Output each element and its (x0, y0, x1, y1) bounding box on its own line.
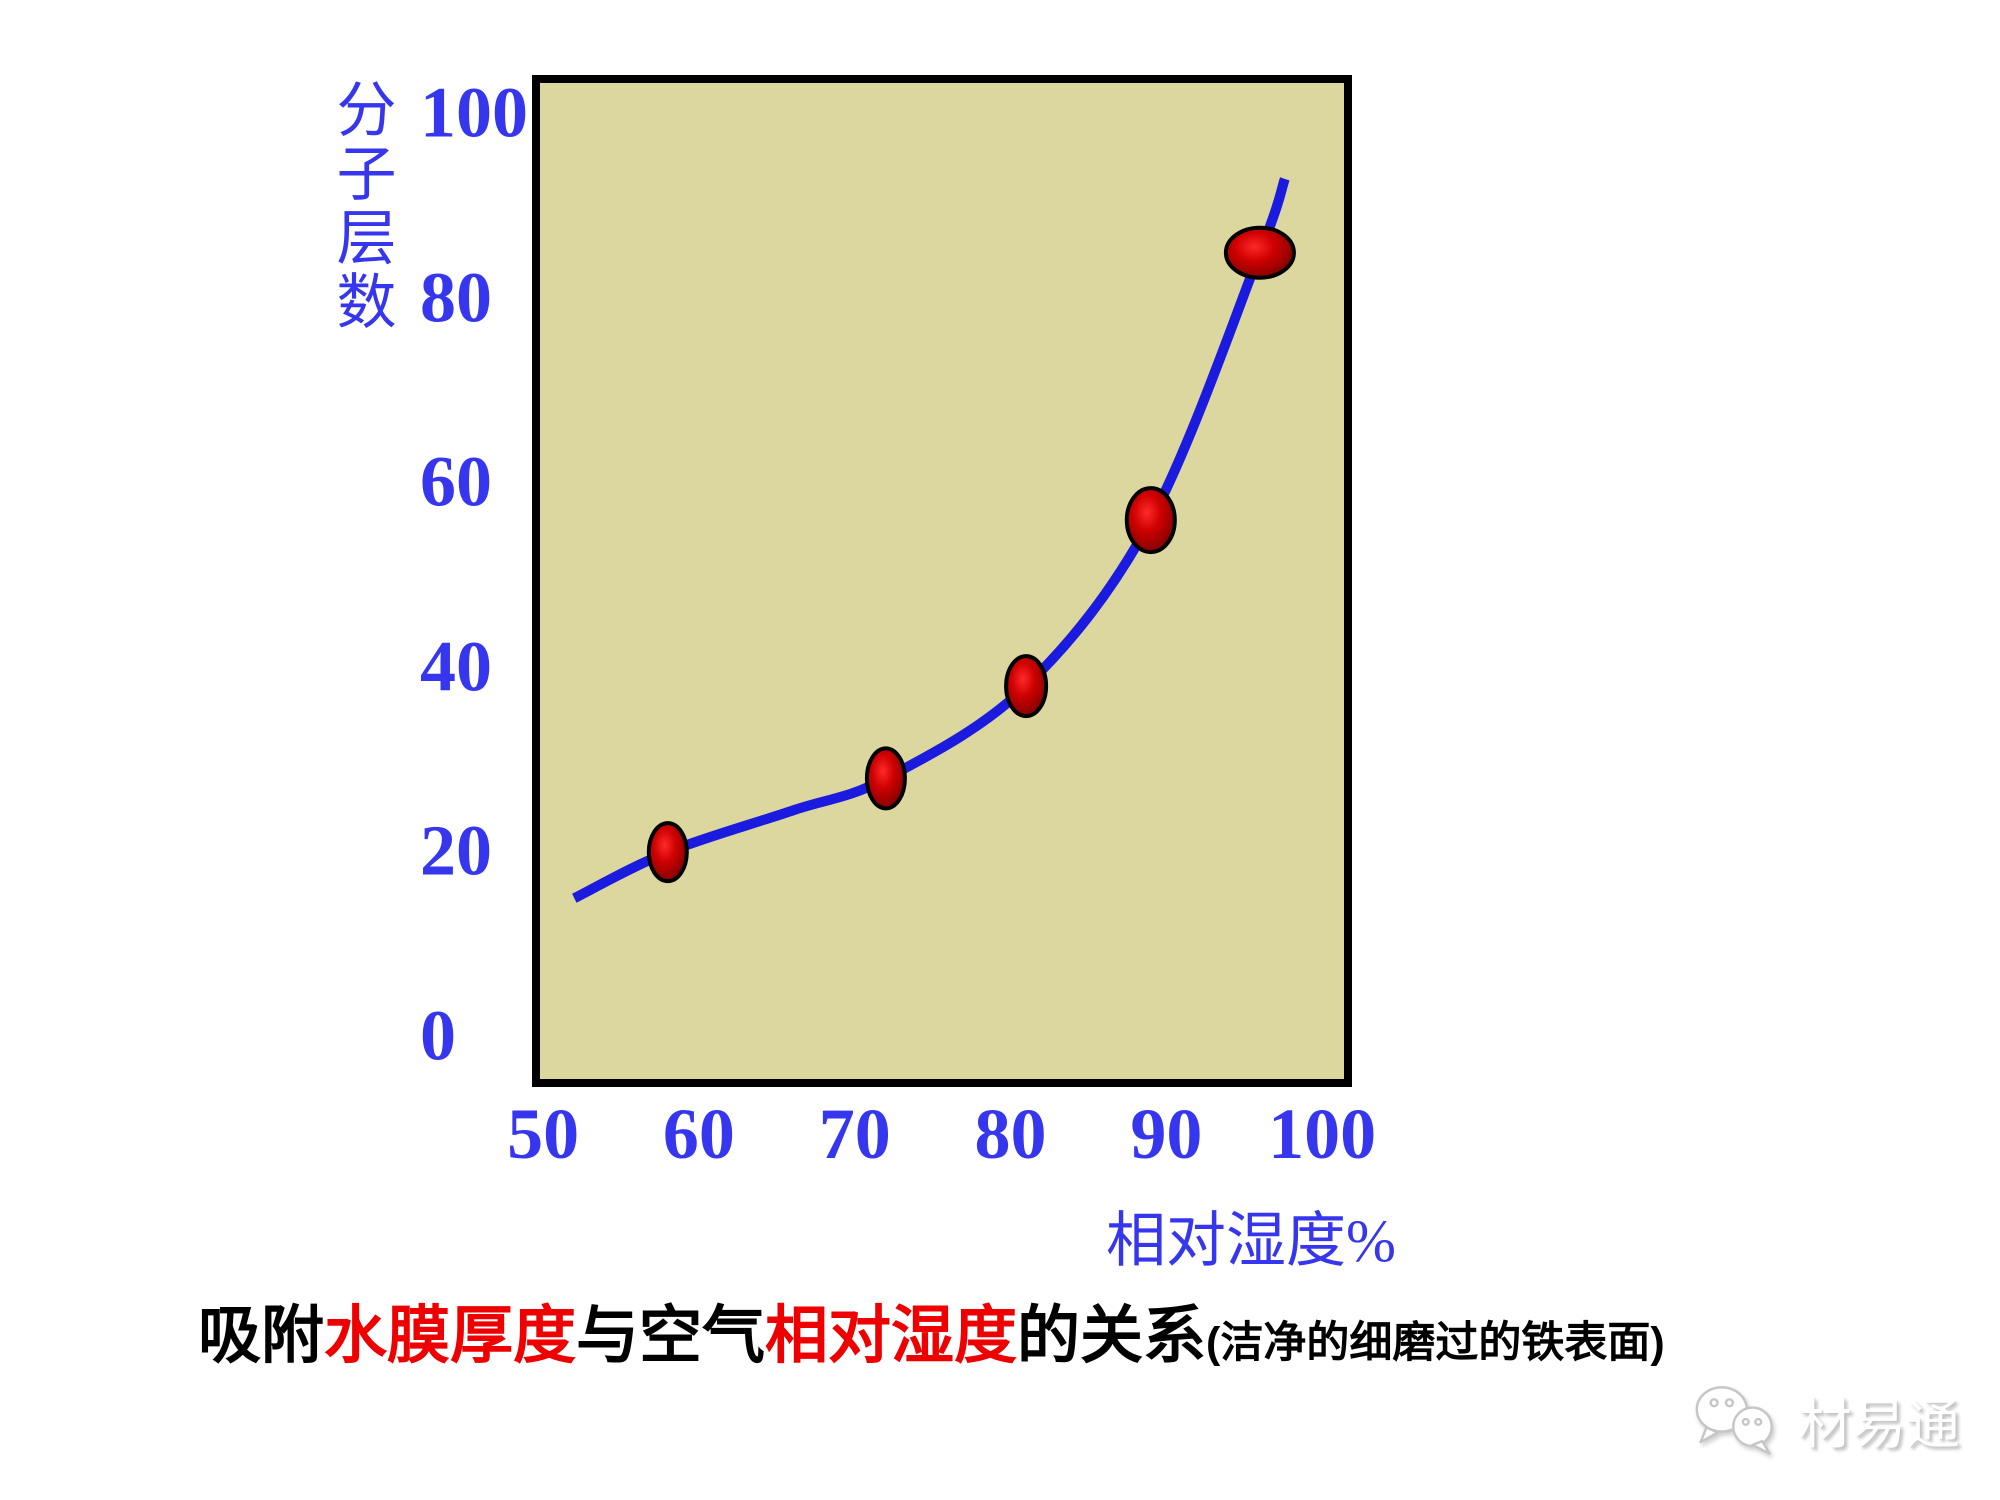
x-axis-title: 相对湿度% (1106, 1208, 1396, 1274)
plot-area (532, 75, 1352, 1087)
y-tick-label: 60 (420, 441, 492, 522)
x-tick-label: 80 (974, 1094, 1047, 1174)
caption: 吸附水膜厚度与空气相对湿度的关系(洁净的细磨过的铁表面) (198, 1296, 1665, 1383)
wechat-chat-bubbles-icon (1695, 1385, 1773, 1455)
data-point (864, 746, 907, 811)
caption-segment: 相对湿度 (765, 1301, 1017, 1371)
x-tick-label: 90 (1130, 1094, 1203, 1174)
y-tick-label: 80 (420, 257, 492, 338)
caption-segments: 吸附水膜厚度与空气相对湿度的关系 (198, 1301, 1206, 1371)
caption-segment: 与空气 (576, 1301, 765, 1371)
y-axis-title: 分子层数 (328, 78, 394, 334)
x-tick-label: 100 (1268, 1094, 1377, 1174)
data-point (1004, 654, 1049, 719)
y-tick-label: 100 (420, 72, 528, 153)
data-point (1223, 225, 1296, 280)
caption-segment: 吸附 (198, 1301, 324, 1371)
caption-segment: 水膜厚度 (324, 1301, 576, 1371)
watermark: 材易通 (1692, 1380, 1960, 1459)
data-point (646, 821, 689, 884)
caption-suffix: (洁净的细磨过的铁表面) (1206, 1319, 1665, 1367)
y-tick-label: 0 (420, 995, 456, 1076)
relationship-curve (572, 177, 1290, 903)
caption-segment: 的关系 (1017, 1301, 1206, 1371)
x-tick-label: 50 (507, 1094, 580, 1174)
x-tick-label: 70 (818, 1094, 891, 1174)
humidity-curve-chart (572, 177, 1296, 903)
y-tick-label: 20 (420, 810, 492, 891)
y-tick-label: 40 (420, 626, 492, 707)
data-point (1124, 486, 1177, 555)
watermark-text: 材易通 (1798, 1395, 1960, 1455)
x-tick-label: 60 (662, 1094, 735, 1174)
